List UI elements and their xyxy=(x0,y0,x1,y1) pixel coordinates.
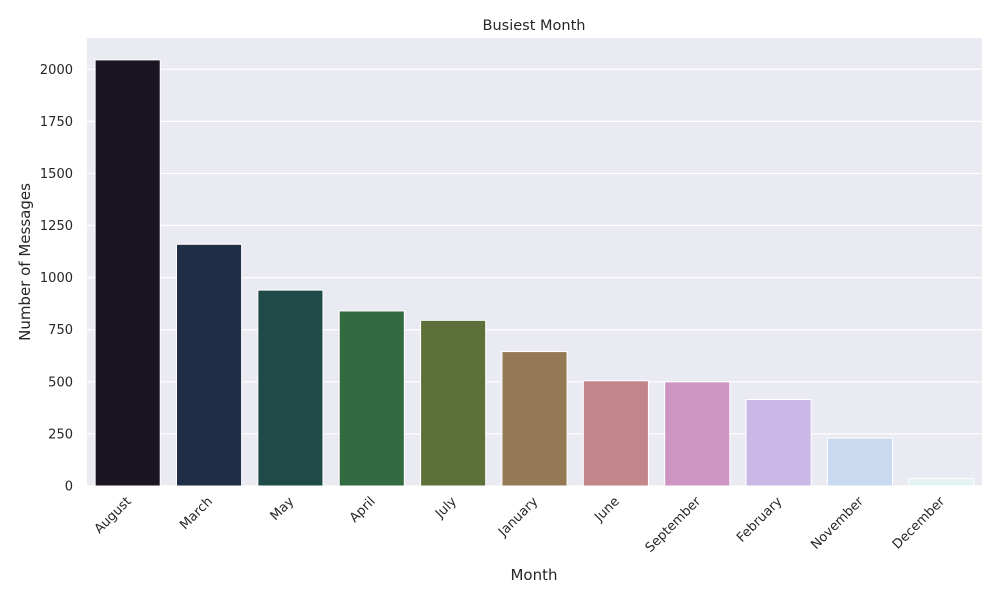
x-tick-label: November xyxy=(808,494,867,553)
bar-december xyxy=(908,478,975,487)
x-tick-label: September xyxy=(643,494,705,556)
x-tick-label: April xyxy=(347,494,379,526)
x-tick-label: February xyxy=(734,494,786,546)
y-tick-label: 1000 xyxy=(40,271,73,286)
bar-july xyxy=(420,319,487,487)
y-tick-label: 250 xyxy=(48,427,73,442)
x-tick-label: May xyxy=(268,494,298,524)
bar-june xyxy=(582,380,649,487)
bar-november xyxy=(826,437,894,487)
y-tick-label: 2000 xyxy=(40,63,73,78)
x-tick-label: August xyxy=(92,494,135,537)
x-tick-label: January xyxy=(495,494,541,540)
y-tick-label: 1500 xyxy=(40,167,73,182)
y-tick-label: 0 xyxy=(65,480,73,495)
bar-february xyxy=(745,399,812,487)
chart-title: Busiest Month xyxy=(483,18,586,34)
y-tick-label: 500 xyxy=(48,375,73,390)
x-axis-label: Month xyxy=(510,566,557,584)
bars xyxy=(94,59,975,487)
x-tick-label: December xyxy=(890,494,949,553)
x-tick-label: June xyxy=(591,494,622,525)
y-tick-label: 750 xyxy=(48,323,73,338)
bar-march xyxy=(176,243,243,487)
x-tick-label: July xyxy=(432,494,460,522)
bar-september xyxy=(664,381,731,487)
bar-april xyxy=(338,310,405,487)
bar-august xyxy=(94,59,161,487)
x-tick-label: March xyxy=(177,494,216,533)
bar-may xyxy=(257,289,324,487)
x-axis-ticks: August March May April July January June Septem… xyxy=(92,494,949,556)
y-axis-ticks: 0 250 500 750 1000 1250 1500 1750 2000 xyxy=(40,63,73,495)
y-axis-label: Number of Messages xyxy=(16,183,34,341)
y-tick-label: 1750 xyxy=(40,115,73,130)
y-tick-label: 1250 xyxy=(40,219,73,234)
bar-january xyxy=(501,351,568,487)
